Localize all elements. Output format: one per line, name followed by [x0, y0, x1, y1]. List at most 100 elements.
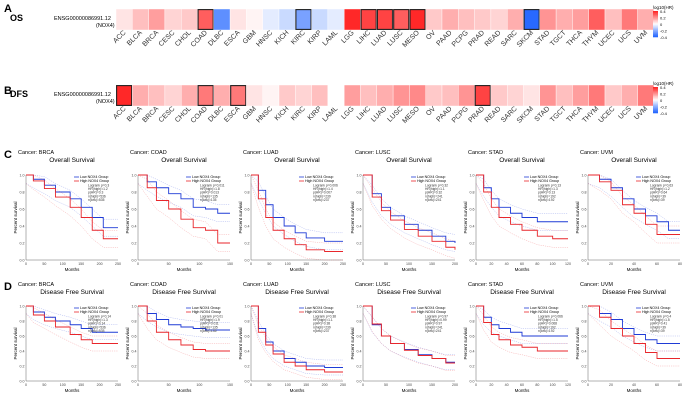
panel-label-a: A: [4, 3, 12, 15]
km-stat-label: n(low)=237: [313, 329, 330, 333]
km-ci-upper-high: [475, 305, 568, 344]
dfs-heatmap-label: DFS: [10, 89, 28, 99]
dfs-legend-swatch: [653, 109, 658, 111]
dfs-legend-swatch: [653, 98, 658, 101]
dfs-heatmap-tick-label: READ: [484, 105, 503, 124]
km-legend-high-label: High NOX4 Group: [305, 179, 334, 183]
km-y-tick-label: 1.0: [357, 173, 362, 177]
km-y-tick-label: 0.0: [132, 379, 137, 383]
os-heatmap-cell-coad: [197, 8, 214, 31]
dfs-heatmap-cell-hnsc: [262, 84, 280, 107]
km-stat-label: HR(high)=1.5: [538, 318, 558, 322]
dfs-heatmap-cell-ucs: [621, 84, 638, 107]
dfs-legend-swatch: [653, 105, 658, 107]
km-stat-label: HR(high)=1.1: [425, 187, 445, 191]
dfs-legend-swatch: [653, 94, 658, 97]
km-stat-label: n(low)=192: [538, 198, 555, 202]
km-ci-lower-high: [25, 313, 118, 352]
os-heatmap-tick-label: READ: [484, 29, 503, 48]
km-ci-lower-high: [587, 313, 680, 367]
km-x-tick-label: 100: [406, 262, 412, 266]
dfs-legend-swatch: [653, 103, 658, 106]
km-legend-low-label: Low NOX4 Group: [192, 306, 220, 310]
km-cancer-label: Cancer: BRCA: [18, 150, 54, 156]
km-legend-high-label: High NOX4 Group: [642, 179, 671, 183]
km-x-label: Months: [65, 388, 81, 393]
km-ci-upper-low: [26, 174, 118, 220]
km-title: Disease Free Survival: [265, 289, 329, 296]
km-y-tick-label: 1.0: [582, 304, 587, 308]
km-y-tick-label: 0.2: [132, 241, 137, 245]
dfs-heatmap-cell-laml: [327, 84, 345, 107]
km-curve-low: [476, 305, 568, 337]
km-x-tick-label: 50: [384, 262, 388, 266]
km-y-tick-label: 0.2: [20, 364, 25, 368]
os-heatmap-cell-brca: [148, 8, 166, 31]
km-stat-label: n(low)=135: [200, 329, 217, 333]
dfs-heatmap-tick-label: UVM: [633, 105, 649, 121]
os-heatmap-tick-label: BRCA: [141, 29, 160, 48]
km-stat-label: n(high)=536: [88, 325, 106, 329]
dfs-heatmap-tick-label: KICH: [274, 105, 291, 122]
os-heatmap-tick-label: MESO: [401, 29, 421, 49]
os-heatmap-tick-label: LGG: [340, 29, 355, 44]
km-x-tick-label: 50: [42, 262, 46, 266]
km-stat-label: n(high)=192: [538, 325, 556, 329]
km-stat-label: HR(high)=1.9: [200, 318, 220, 322]
km-legend-high-label: High NOX4 Group: [80, 179, 109, 183]
km-legend-low-label: Low NOX4 Group: [417, 306, 445, 310]
km-y-tick-label: 0.2: [245, 241, 250, 245]
dfs-legend-swatch: [653, 89, 658, 92]
km-stat-label: p(HR)=0.011: [200, 322, 219, 326]
os-heatmap-cell-meso: [409, 8, 426, 31]
km-stat-label: HR(high)=1.3: [88, 318, 108, 322]
dfs-heatmap-cell-acc: [115, 84, 133, 107]
os-heatmap-significant-coad: [197, 9, 214, 30]
km-x-tick-label: 20: [489, 262, 493, 266]
km-stat-label: p(HR)=0.3: [88, 191, 103, 195]
os-heatmap-cell-cesc: [164, 8, 182, 31]
km-ci-upper-low: [475, 174, 568, 214]
dfs-heatmap-cell-ov: [425, 84, 443, 107]
km-x-tick-label: 150: [303, 262, 309, 266]
km-y-tick-label: 0.6: [357, 334, 362, 338]
km-y-label: Percent survival: [463, 201, 468, 233]
km-y-tick-label: 0.8: [132, 319, 137, 323]
os-legend-swatch: [653, 25, 658, 27]
km-x-tick-label: 200: [97, 383, 103, 387]
km-legend-high-label: High NOX4 Group: [530, 310, 559, 314]
km-y-tick-label: 0.6: [357, 207, 362, 211]
km-x-tick-label: 0: [25, 383, 27, 387]
km-y-tick-label: 0.0: [470, 258, 475, 262]
km-x-tick-label: 150: [227, 262, 233, 266]
os-heatmap-cell-blca: [132, 8, 149, 31]
km-stat-label: p(HR)=0.007: [313, 191, 332, 195]
km-y-tick-label: 0.8: [132, 190, 137, 194]
os-legend-swatch: [653, 21, 658, 23]
os-heatmap-cell-thca: [572, 8, 589, 31]
km-y-tick-label: 0.4: [132, 224, 137, 228]
km-cancer-label: Cancer: UVM: [580, 150, 613, 156]
km-title: Overall Survival: [386, 157, 432, 164]
km-y-tick-label: 0.0: [357, 258, 362, 262]
km-y-tick-label: 0.2: [20, 241, 25, 245]
os-heatmap-cell-laml: [327, 8, 345, 31]
km-x-tick-label: 200: [97, 262, 103, 266]
km-curve-low: [251, 174, 343, 242]
os-heatmap-tick-label: PCPG: [451, 29, 470, 48]
os-legend-swatch: [653, 20, 658, 22]
km-y-tick-label: 0.6: [132, 207, 137, 211]
km-ci-upper-high: [362, 305, 455, 356]
dfs-heatmap-cell-thym: [588, 84, 606, 107]
km-x-tick-label: 0: [587, 383, 589, 387]
km-y-tick-label: 0.0: [245, 379, 250, 383]
km-y-tick-label: 0.8: [20, 319, 25, 323]
km-title: Disease Free Survival: [490, 289, 554, 296]
km-x-tick-label: 50: [384, 383, 388, 387]
dfs-heatmap-cell-kirc: [295, 84, 312, 107]
km-y-tick-label: 0.2: [470, 241, 475, 245]
km-y-tick-label: 0.2: [132, 364, 137, 368]
km-x-tick-label: 100: [285, 383, 291, 387]
